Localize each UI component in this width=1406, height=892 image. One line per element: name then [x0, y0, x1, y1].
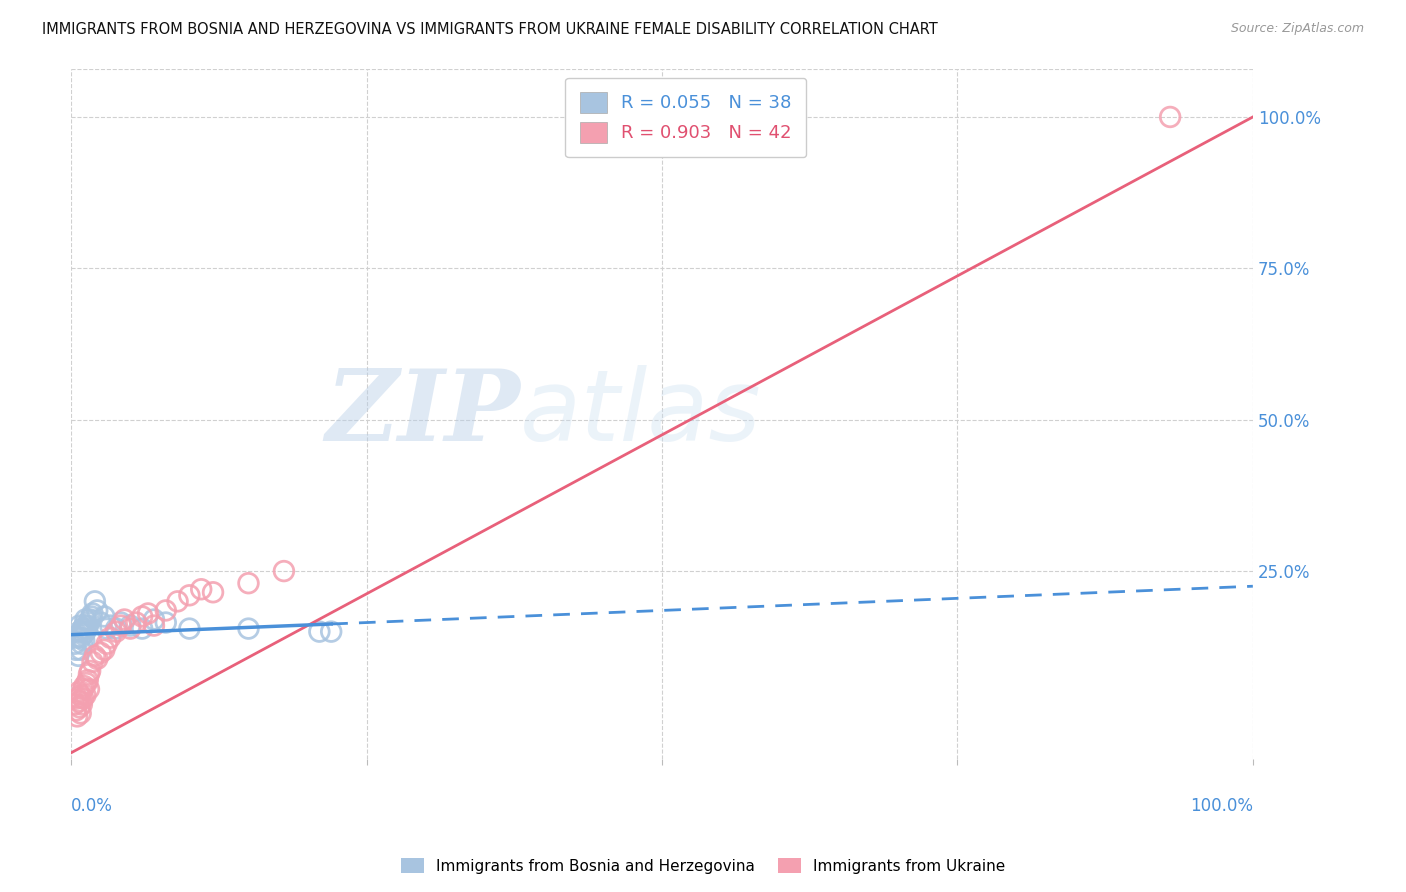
Point: [112, 613, 135, 627]
Point: [131, 622, 153, 636]
Point: [105, 624, 128, 639]
Point: [202, 585, 225, 599]
Point: [82, 607, 104, 621]
Point: [69, 642, 91, 657]
Point: [136, 607, 159, 621]
Point: [90, 646, 112, 660]
Point: [321, 624, 343, 639]
Point: [66, 709, 89, 723]
Point: [179, 622, 201, 636]
Point: [73, 618, 96, 632]
Point: [66, 691, 89, 706]
Point: [96, 622, 118, 636]
Point: [70, 698, 93, 712]
Point: [166, 594, 188, 608]
Point: [65, 703, 87, 717]
Text: 0.0%: 0.0%: [72, 797, 112, 814]
Point: [96, 637, 118, 651]
Point: [69, 700, 91, 714]
Point: [65, 642, 87, 657]
Point: [69, 618, 91, 632]
Text: 100.0%: 100.0%: [1189, 797, 1253, 814]
Point: [63, 698, 86, 712]
Point: [70, 637, 93, 651]
Point: [120, 618, 142, 632]
Point: [98, 631, 121, 645]
Legend: Immigrants from Bosnia and Herzegovina, Immigrants from Ukraine: Immigrants from Bosnia and Herzegovina, …: [395, 852, 1011, 880]
Point: [93, 642, 115, 657]
Point: [72, 682, 94, 697]
Text: Source: ZipAtlas.com: Source: ZipAtlas.com: [1230, 22, 1364, 36]
Point: [155, 615, 177, 630]
Point: [98, 618, 121, 632]
Point: [80, 609, 103, 624]
Point: [72, 691, 94, 706]
Point: [69, 624, 91, 639]
Text: atlas: atlas: [520, 365, 762, 462]
Point: [90, 615, 112, 630]
Point: [67, 648, 90, 663]
Point: [83, 648, 105, 663]
Point: [75, 624, 97, 639]
Point: [238, 576, 260, 591]
Point: [131, 609, 153, 624]
Point: [70, 624, 93, 639]
Point: [73, 679, 96, 693]
Point: [76, 673, 98, 687]
Point: [75, 688, 97, 702]
Point: [86, 652, 108, 666]
Point: [79, 664, 101, 678]
Point: [273, 564, 295, 578]
Point: [1159, 110, 1181, 124]
Point: [86, 603, 108, 617]
Point: [110, 618, 132, 632]
Point: [69, 688, 91, 702]
Text: IMMIGRANTS FROM BOSNIA AND HERZEGOVINA VS IMMIGRANTS FROM UKRAINE FEMALE DISABIL: IMMIGRANTS FROM BOSNIA AND HERZEGOVINA V…: [42, 22, 938, 37]
Point: [72, 627, 94, 641]
Legend: R = 0.055   N = 38, R = 0.903   N = 42: R = 0.055 N = 38, R = 0.903 N = 42: [565, 78, 806, 157]
Point: [155, 603, 177, 617]
Point: [83, 594, 105, 608]
Point: [79, 613, 101, 627]
Point: [69, 631, 91, 645]
Point: [190, 582, 212, 597]
Point: [67, 685, 90, 699]
Point: [110, 615, 132, 630]
Point: [76, 622, 98, 636]
Point: [179, 588, 201, 602]
Point: [77, 615, 100, 630]
Point: [125, 615, 148, 630]
Point: [77, 682, 100, 697]
Point: [63, 637, 86, 651]
Point: [308, 624, 330, 639]
Point: [75, 613, 97, 627]
Point: [69, 694, 91, 708]
Point: [73, 633, 96, 648]
Point: [238, 622, 260, 636]
Point: [66, 631, 89, 645]
Point: [142, 613, 165, 627]
Text: ZIP: ZIP: [325, 366, 520, 462]
Point: [120, 622, 142, 636]
Point: [72, 622, 94, 636]
Point: [69, 706, 91, 721]
Point: [93, 609, 115, 624]
Point: [77, 667, 100, 681]
Point: [142, 618, 165, 632]
Point: [76, 676, 98, 690]
Point: [76, 618, 98, 632]
Point: [82, 655, 104, 669]
Point: [105, 622, 128, 636]
